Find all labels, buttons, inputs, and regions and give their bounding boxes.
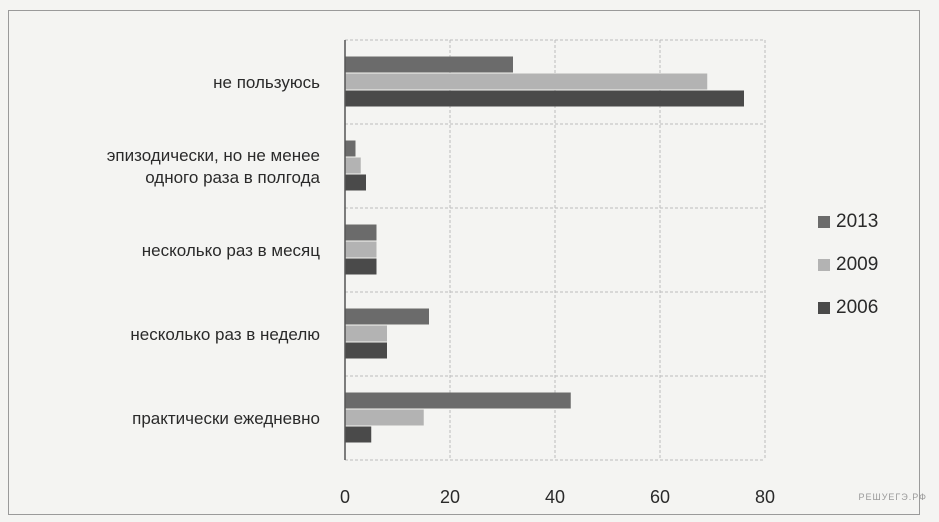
- bar-2013-4: [345, 308, 429, 325]
- legend-label-2009: 2009: [836, 254, 878, 275]
- legend-swatch-2013: [818, 216, 830, 228]
- bar-2013-2: [345, 140, 356, 157]
- legend-swatch-2009: [818, 259, 830, 271]
- legend-label-2013: 2013: [836, 211, 878, 232]
- x-tick-label: 60: [650, 487, 670, 507]
- bar-2009-1: [345, 73, 708, 90]
- bar-2006-2: [345, 174, 366, 191]
- bar-2009-5: [345, 409, 424, 426]
- legend-label-2006: 2006: [836, 297, 878, 318]
- bar-2013-3: [345, 224, 377, 241]
- bar-2009-2: [345, 157, 361, 174]
- bar-2013-1: [345, 56, 513, 73]
- chart-frame: [8, 10, 920, 515]
- bar-2009-4: [345, 325, 387, 342]
- bar-2006-4: [345, 342, 387, 359]
- bar-2006-1: [345, 90, 744, 107]
- x-tick-label: 20: [440, 487, 460, 507]
- bar-2006-3: [345, 258, 377, 275]
- bar-2006-5: [345, 426, 372, 443]
- legend-swatch-2006: [818, 302, 830, 314]
- bar-2009-3: [345, 241, 377, 258]
- bar-2013-5: [345, 392, 571, 409]
- x-tick-label: 80: [755, 487, 775, 507]
- category-label: несколько раз в неделю: [130, 325, 320, 344]
- x-tick-label: 40: [545, 487, 565, 507]
- category-label: эпизодически, но не менее: [107, 146, 320, 165]
- category-label: одного раза в полгода: [145, 168, 320, 187]
- watermark: РЕШУЕГЭ.РФ: [858, 492, 927, 502]
- category-label: не пользуюсь: [213, 73, 320, 92]
- category-label: несколько раз в месяц: [142, 241, 320, 260]
- category-label: практически ежедневно: [132, 409, 320, 428]
- x-tick-label: 0: [340, 487, 350, 507]
